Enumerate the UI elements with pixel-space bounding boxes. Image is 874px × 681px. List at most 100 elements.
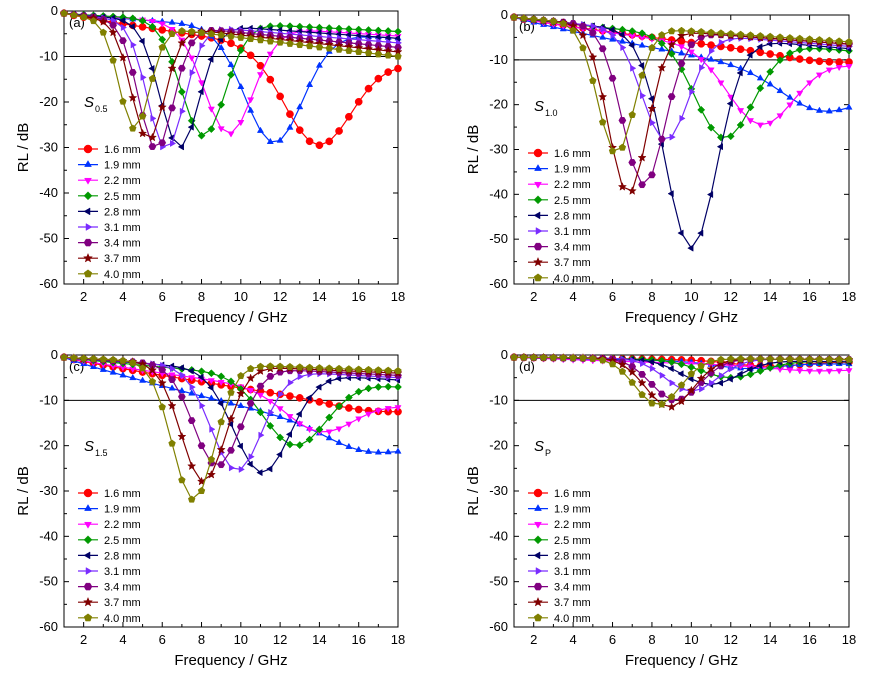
data-point	[246, 364, 255, 372]
data-point	[667, 190, 674, 198]
data-point	[648, 381, 656, 388]
data-point	[286, 362, 294, 370]
sample-label-subscript: P	[545, 448, 551, 458]
data-point	[197, 131, 206, 140]
x-tick-label: 2	[530, 632, 537, 647]
data-point	[687, 41, 696, 49]
y-tick-label: -10	[489, 52, 508, 67]
data-point	[374, 50, 383, 58]
data-point	[687, 244, 694, 252]
data-point	[150, 114, 157, 122]
data-point	[736, 69, 743, 77]
data-point	[276, 362, 284, 370]
x-tick-label: 10	[684, 289, 698, 304]
data-point	[158, 21, 166, 28]
data-point	[805, 35, 814, 43]
data-point	[315, 398, 324, 406]
data-point	[835, 355, 843, 363]
data-point	[638, 41, 646, 48]
legend-entry: 3.1 mm	[78, 566, 141, 578]
data-point	[806, 368, 814, 375]
data-point	[167, 401, 177, 410]
data-point	[717, 355, 725, 363]
data-point	[325, 400, 334, 408]
x-tick-label: 4	[119, 632, 126, 647]
data-point	[707, 67, 715, 74]
x-tick-label: 14	[312, 632, 326, 647]
data-point	[128, 23, 135, 31]
data-point	[630, 356, 637, 365]
data-point	[677, 49, 686, 56]
data-point	[158, 26, 167, 34]
data-point	[845, 103, 853, 110]
data-point	[335, 127, 343, 135]
data-point	[286, 110, 294, 118]
data-point	[364, 84, 373, 93]
data-point	[189, 383, 196, 391]
data-point	[364, 49, 373, 57]
legend-entry: 3.7 mm	[528, 596, 591, 609]
data-point	[286, 39, 294, 47]
data-point	[717, 29, 725, 37]
data-point	[659, 371, 666, 379]
legend-label: 4.0 mm	[554, 613, 591, 625]
data-point	[248, 453, 255, 461]
data-point	[246, 373, 256, 383]
legend-entry: 3.4 mm	[528, 242, 591, 254]
data-point	[197, 486, 206, 495]
data-point	[296, 363, 304, 371]
data-point	[736, 121, 745, 129]
legend-entry: 1.9 mm	[528, 164, 591, 176]
y-tick-label: -60	[39, 619, 58, 634]
data-point	[630, 64, 637, 72]
data-point	[815, 36, 824, 44]
legend-label: 1.6 mm	[554, 488, 591, 500]
data-point	[796, 99, 804, 106]
data-point	[608, 360, 617, 368]
legend-marker	[83, 269, 93, 278]
data-point	[776, 361, 784, 370]
x-tick-label: 12	[273, 289, 287, 304]
data-point	[315, 43, 324, 51]
data-point	[207, 378, 215, 385]
legend-marker	[533, 551, 541, 560]
data-point	[138, 37, 145, 45]
data-point	[79, 13, 88, 21]
data-point	[756, 362, 763, 370]
data-point	[354, 405, 363, 414]
data-point	[139, 376, 147, 383]
chart-panel-2: 2 4 6 8 10 12 14 16 18 0 -10 -20 -30 -40 -50 -60 Frequen…	[465, 7, 856, 326]
legend-marker	[83, 613, 93, 622]
data-point	[756, 355, 765, 363]
data-point	[726, 375, 733, 383]
data-point	[617, 359, 627, 369]
data-point	[178, 27, 186, 35]
data-point	[335, 402, 344, 411]
data-point	[766, 32, 774, 40]
data-point	[168, 372, 176, 379]
legend-entry: 1.9 mm	[78, 160, 141, 172]
legend-marker	[85, 567, 93, 575]
data-point	[640, 92, 647, 100]
data-point	[707, 55, 715, 62]
data-point	[255, 366, 266, 376]
x-tick-label: 18	[842, 632, 856, 647]
x-tick-label: 12	[273, 632, 287, 647]
data-point	[237, 401, 245, 408]
legend-entry: 2.5 mm	[528, 195, 591, 207]
data-point	[590, 22, 597, 30]
data-point	[669, 379, 676, 387]
data-point	[648, 171, 656, 179]
data-point	[187, 27, 196, 35]
data-point	[627, 367, 637, 377]
data-point	[168, 18, 176, 25]
data-point	[697, 27, 705, 36]
data-point	[247, 97, 255, 104]
data-point	[187, 461, 197, 471]
data-point	[796, 90, 804, 97]
data-point	[716, 379, 723, 387]
data-point	[559, 19, 567, 27]
legend-label: 2.2 mm	[104, 175, 141, 187]
y-tick-label: 0	[51, 3, 58, 18]
data-point	[617, 182, 627, 191]
